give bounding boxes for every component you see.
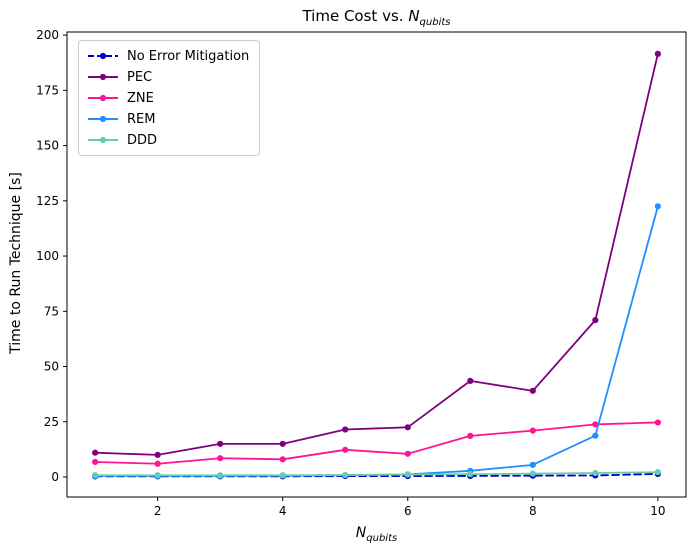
series-line-ddd xyxy=(94,471,659,477)
y-tick-label: 25 xyxy=(44,415,59,429)
legend-line-sample xyxy=(88,73,118,81)
x-tick-label: 2 xyxy=(154,504,162,518)
series-marker-zne xyxy=(467,432,474,440)
legend-item: REM xyxy=(87,110,249,128)
x-axis-label-sub: qubits xyxy=(366,532,398,544)
figure-title: Time Cost vs. Nqubits xyxy=(67,7,686,28)
y-tick-label: 0 xyxy=(51,470,59,484)
legend-line-sample xyxy=(88,136,118,144)
series-marker-zne xyxy=(279,456,286,463)
legend-line-sample xyxy=(88,52,118,60)
series-marker-ddd xyxy=(154,472,161,479)
legend-label: PEC xyxy=(127,69,153,85)
series-marker-pec xyxy=(217,440,224,447)
series-marker-zne xyxy=(217,455,224,462)
series-marker-pec xyxy=(467,377,474,384)
legend-label: No Error Mitigation xyxy=(127,48,250,64)
series-marker-ddd xyxy=(342,471,349,479)
x-tick-label: 10 xyxy=(650,504,665,518)
series-marker-pec xyxy=(404,424,411,431)
y-tick-label: 50 xyxy=(44,360,59,374)
x-tick-label: 6 xyxy=(404,504,412,518)
series-marker-zne xyxy=(92,458,99,466)
y-tick-label: 75 xyxy=(44,304,59,318)
series-line-pec xyxy=(94,52,659,456)
plot-frame xyxy=(66,31,687,498)
series-marker-pec xyxy=(342,426,349,433)
legend-label: ZNE xyxy=(127,90,154,106)
y-tick-label: 175 xyxy=(36,83,59,97)
series-marker-pec xyxy=(279,440,286,447)
series-marker-pec xyxy=(154,451,161,459)
series-marker-zne xyxy=(529,427,536,434)
series-marker-pec xyxy=(529,387,536,394)
x-tick-label: 4 xyxy=(279,504,287,518)
series-line-rem xyxy=(94,205,659,477)
legend-line-sample xyxy=(88,115,118,123)
series-marker-ddd xyxy=(592,469,599,477)
legend-item: ZNE xyxy=(87,89,249,107)
legend-item: DDD xyxy=(87,131,249,149)
legend-item: No Error Mitigation xyxy=(87,47,249,65)
x-axis-label: Nqubits xyxy=(67,525,686,544)
legend-label: REM xyxy=(127,111,156,127)
legend-item: PEC xyxy=(87,68,249,86)
y-tick-label: 200 xyxy=(36,28,59,42)
series-line-zne xyxy=(94,421,659,465)
legend-line-sample xyxy=(88,94,118,102)
y-axis-label: Time to Run Technique [s] xyxy=(8,172,24,354)
legend: No Error Mitigation PEC ZNE REM DDD xyxy=(78,40,261,156)
y-tick-label: 150 xyxy=(36,139,59,153)
series-marker-zne xyxy=(404,450,411,457)
series-marker-rem xyxy=(592,432,599,439)
series-marker-ddd xyxy=(404,471,411,478)
series-marker-rem xyxy=(529,461,536,468)
series-marker-ddd xyxy=(467,471,474,478)
series-marker-zne xyxy=(342,446,349,453)
series-marker-ddd xyxy=(654,469,661,476)
x-axis-label-var: N xyxy=(355,525,367,541)
series-marker-pec xyxy=(592,317,599,324)
legend-label: DDD xyxy=(127,132,158,148)
series-marker-ddd xyxy=(279,472,286,479)
figure-title-text: Time Cost vs. xyxy=(302,7,409,25)
series-marker-pec xyxy=(92,449,99,456)
x-tick-label: 8 xyxy=(529,504,537,518)
series-marker-ddd xyxy=(92,472,99,479)
y-tick-label: 100 xyxy=(36,249,59,263)
series-marker-zne xyxy=(592,421,599,428)
series-marker-ddd xyxy=(529,470,536,477)
figure-title-var: N xyxy=(408,7,420,25)
series-marker-pec xyxy=(654,50,661,57)
series-marker-zne xyxy=(154,460,161,467)
series-marker-ddd xyxy=(217,472,224,479)
y-tick-label: 125 xyxy=(36,194,59,208)
series-marker-zne xyxy=(654,419,661,426)
figure-title-sub: qubits xyxy=(419,17,451,28)
series-marker-rem xyxy=(654,203,661,210)
